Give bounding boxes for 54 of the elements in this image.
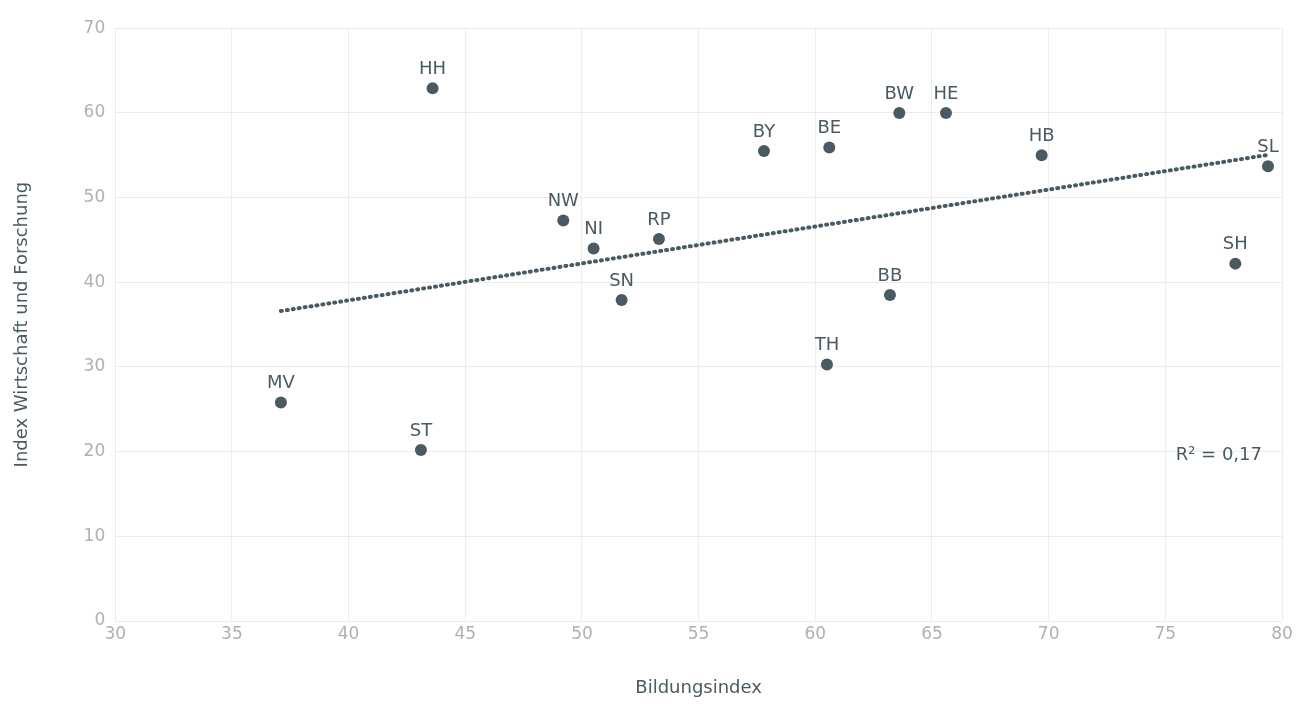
y-tick-label: 70 [83,16,106,37]
annotation: BB [877,263,903,285]
point [615,294,628,307]
annotation: R² = 0,17 [1175,442,1262,464]
annotation: SN [609,268,635,290]
annotation: BE [817,116,842,138]
y-axis-title: Index Wirtschaft und Forschung [10,181,32,468]
point [557,214,570,227]
x-tick-label: 40 [337,622,360,643]
annotation: TH [813,333,840,355]
x-tick-label: 65 [921,622,943,643]
annotation: HE [933,81,959,103]
x-tick-label: 35 [221,622,243,643]
point [587,242,600,255]
annotation: MV [266,371,296,393]
point [757,144,770,157]
y-tick-label: 0 [94,609,106,630]
annotation: NI [584,217,603,239]
annotation: NW [547,189,580,211]
y-tick-label: 50 [83,185,106,206]
point [274,396,287,409]
y-tick-label: 20 [83,440,106,461]
point [893,106,906,119]
annotation: RP [647,207,671,229]
annotation: SL [1257,134,1279,156]
point [820,358,833,371]
point [1262,160,1274,173]
point [414,443,427,456]
x-tick-label: 75 [1154,622,1177,643]
point [652,233,665,246]
x-tick-label: 60 [804,622,827,643]
x-tick-label: 70 [1037,622,1060,643]
point [939,106,952,119]
x-axis-title: Bildungsindex [635,675,763,697]
y-tick-label: 30 [83,355,106,376]
annotation: HH [419,57,447,78]
annotation: SH [1222,232,1248,254]
annotation: BW [884,81,915,103]
point [1035,149,1048,162]
point [883,288,896,301]
point [426,82,439,95]
x-tick-label: 55 [687,622,710,643]
y-tick-label: 60 [83,101,106,122]
x-tick-label: 50 [571,622,593,643]
x-tick-label: 80 [1271,622,1293,643]
y-tick-label: 40 [83,270,106,291]
annotation: HB [1028,123,1055,145]
annotation: BY [752,119,777,141]
x-tick-label: 30 [104,622,127,643]
x-tick-label: 45 [454,622,477,643]
annotation: ST [409,418,434,440]
y-tick-label: 10 [83,524,106,545]
point [823,141,836,154]
point [1229,257,1242,270]
